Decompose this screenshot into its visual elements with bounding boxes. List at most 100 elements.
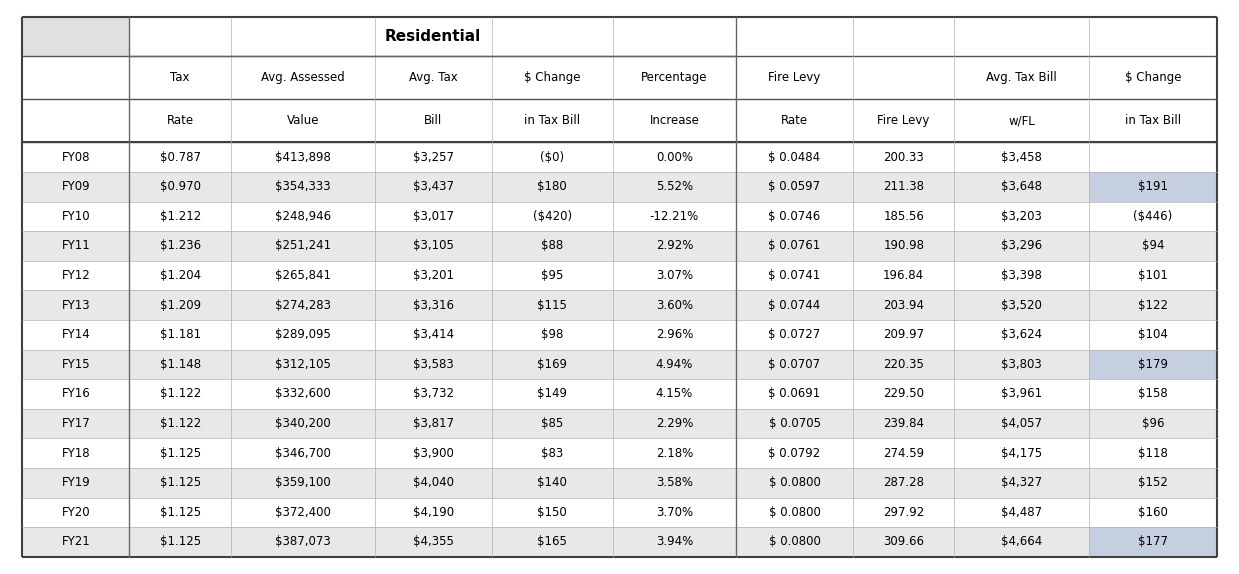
Bar (612, 409, 736, 439)
Bar (954, 231, 1089, 261)
Text: Rate: Rate (166, 114, 193, 127)
Bar (375, 172, 492, 201)
Text: 274.59: 274.59 (883, 447, 924, 460)
Text: FY12: FY12 (62, 269, 90, 282)
Text: $ 0.0597: $ 0.0597 (768, 180, 820, 193)
Text: $3,817: $3,817 (413, 417, 453, 430)
Text: Avg. Tax Bill: Avg. Tax Bill (986, 71, 1057, 84)
Bar (1089, 527, 1217, 557)
Bar (1089, 261, 1217, 290)
Text: $169: $169 (538, 358, 567, 371)
Text: $340,200: $340,200 (275, 417, 331, 430)
Bar (22, 409, 129, 439)
Text: $4,664: $4,664 (1001, 536, 1042, 549)
Text: $0.970: $0.970 (160, 180, 201, 193)
Bar (375, 290, 492, 320)
Bar (1089, 379, 1217, 409)
Text: $83: $83 (541, 447, 564, 460)
Bar (852, 320, 954, 350)
Text: $165: $165 (538, 536, 567, 549)
Text: 185.56: 185.56 (883, 210, 924, 223)
Bar (954, 99, 1089, 142)
Text: 3.58%: 3.58% (655, 476, 693, 489)
Text: FY09: FY09 (62, 180, 90, 193)
Bar (954, 56, 1089, 99)
Bar (230, 142, 375, 172)
Bar (230, 231, 375, 261)
Bar (736, 527, 852, 557)
Bar (129, 99, 230, 142)
Text: $122: $122 (1137, 298, 1168, 312)
Bar (129, 527, 230, 557)
Bar (852, 439, 954, 468)
Text: $3,296: $3,296 (1001, 239, 1042, 253)
Text: 5.52%: 5.52% (655, 180, 693, 193)
Text: 3.70%: 3.70% (655, 506, 693, 519)
Text: 220.35: 220.35 (883, 358, 924, 371)
Text: $1.212: $1.212 (160, 210, 201, 223)
Bar (375, 527, 492, 557)
Text: $4,057: $4,057 (1001, 417, 1042, 430)
Bar (492, 409, 612, 439)
Bar (852, 142, 954, 172)
Text: -12.21%: -12.21% (649, 210, 699, 223)
Text: 200.33: 200.33 (883, 150, 924, 164)
Bar (375, 350, 492, 379)
Bar (852, 231, 954, 261)
Bar (1089, 231, 1217, 261)
Text: FY11: FY11 (62, 239, 90, 253)
Text: $ Change: $ Change (524, 71, 581, 84)
Text: Fire Levy: Fire Levy (877, 114, 930, 127)
Text: $180: $180 (538, 180, 567, 193)
Text: $4,175: $4,175 (1001, 447, 1042, 460)
Text: $4,040: $4,040 (413, 476, 453, 489)
Text: 190.98: 190.98 (883, 239, 924, 253)
Bar (954, 201, 1089, 231)
Bar (230, 261, 375, 290)
Text: $1.204: $1.204 (160, 269, 201, 282)
Bar (22, 231, 129, 261)
Text: $4,355: $4,355 (413, 536, 453, 549)
Text: 0.00%: 0.00% (655, 150, 693, 164)
Text: $ 0.0800: $ 0.0800 (768, 476, 820, 489)
Bar (736, 17, 852, 56)
Text: FY10: FY10 (62, 210, 90, 223)
Text: $359,100: $359,100 (275, 476, 331, 489)
Bar (852, 350, 954, 379)
Text: FY16: FY16 (62, 387, 90, 401)
Text: $3,437: $3,437 (413, 180, 453, 193)
Bar (22, 172, 129, 201)
Bar (230, 99, 375, 142)
Bar (736, 261, 852, 290)
Bar (22, 56, 129, 99)
Bar (736, 320, 852, 350)
Bar (129, 350, 230, 379)
Text: $312,105: $312,105 (275, 358, 331, 371)
Text: $1.125: $1.125 (160, 536, 201, 549)
Text: Fire Levy: Fire Levy (768, 71, 820, 84)
Text: $251,241: $251,241 (275, 239, 331, 253)
Bar (492, 261, 612, 290)
Bar (612, 142, 736, 172)
Text: $3,583: $3,583 (413, 358, 453, 371)
Bar (129, 439, 230, 468)
Bar (492, 439, 612, 468)
Bar (230, 172, 375, 201)
Bar (954, 261, 1089, 290)
Text: $1.125: $1.125 (160, 447, 201, 460)
Bar (612, 439, 736, 468)
Text: $265,841: $265,841 (275, 269, 331, 282)
Bar (129, 172, 230, 201)
Bar (492, 201, 612, 231)
Text: $354,333: $354,333 (275, 180, 331, 193)
Text: $140: $140 (538, 476, 567, 489)
Text: 297.92: 297.92 (883, 506, 924, 519)
Text: $3,398: $3,398 (1001, 269, 1042, 282)
Bar (852, 498, 954, 527)
Bar (22, 527, 129, 557)
Bar (129, 17, 736, 56)
Bar (492, 231, 612, 261)
Bar (612, 56, 736, 99)
Bar (375, 498, 492, 527)
Text: $1.209: $1.209 (160, 298, 201, 312)
